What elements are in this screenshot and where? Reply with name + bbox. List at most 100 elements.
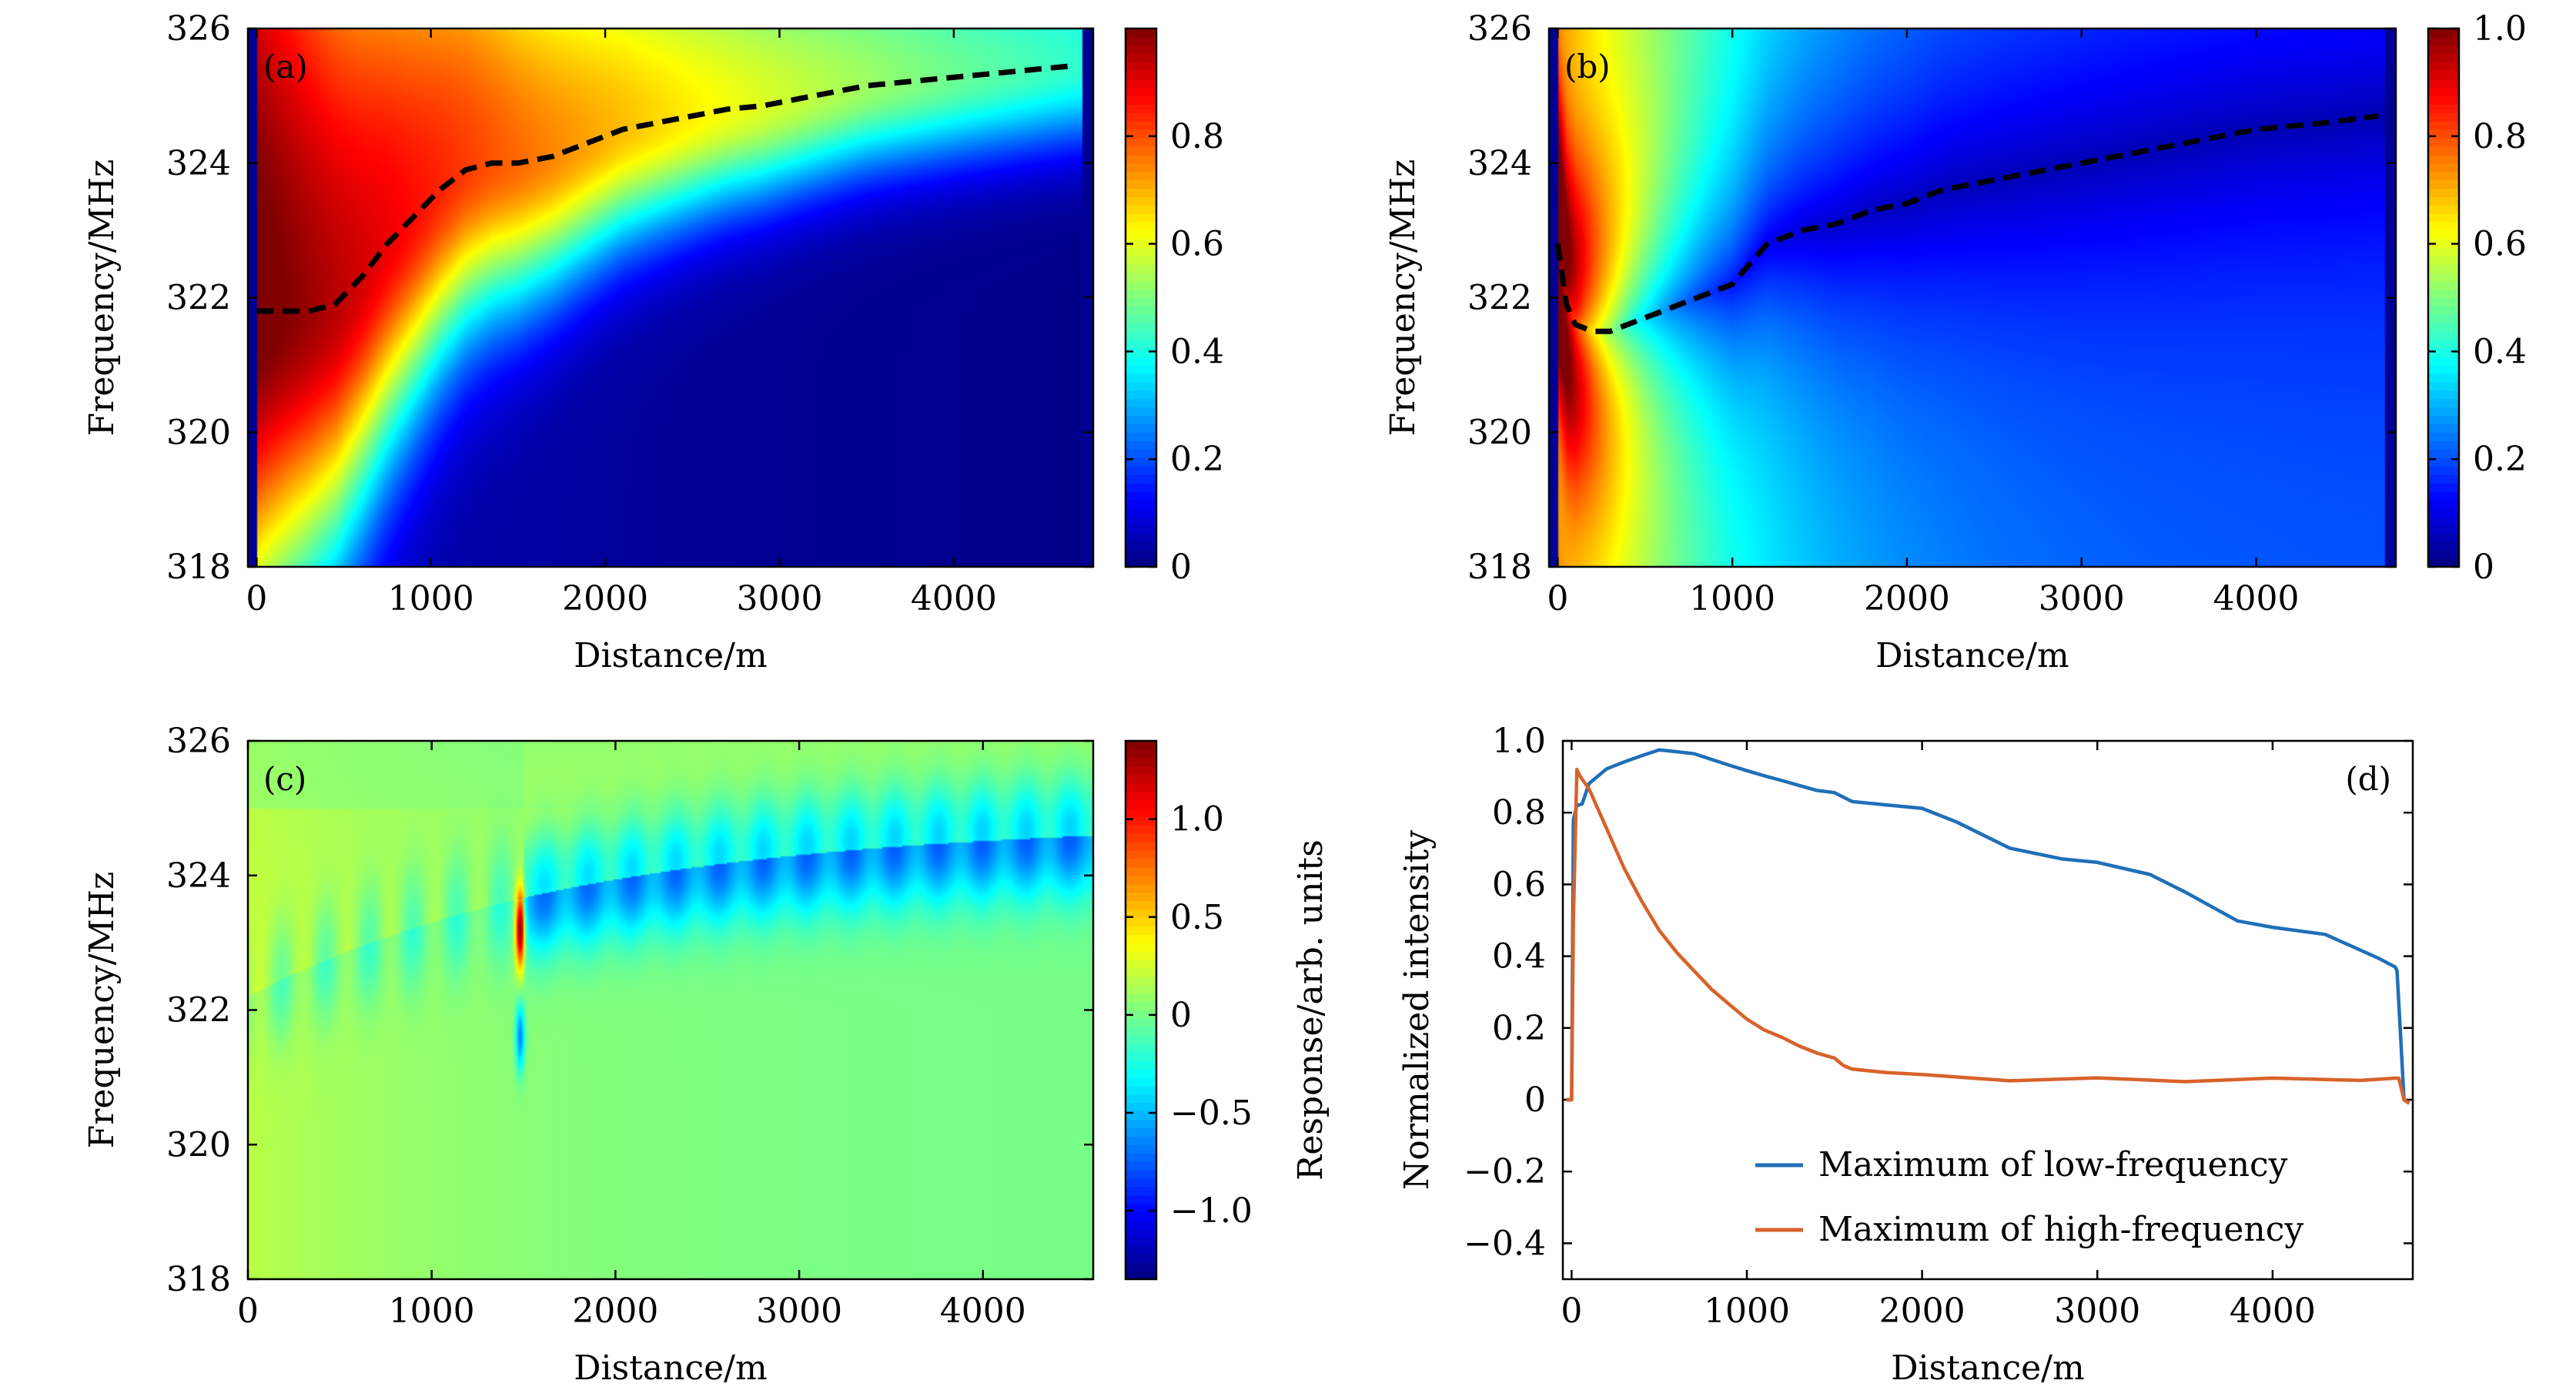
colorbar-segment <box>1126 1010 1156 1020</box>
colorbar-segment <box>1126 45 1156 55</box>
y-tick-label: 318 <box>1467 548 1532 587</box>
colorbar-segment <box>1126 491 1156 501</box>
colorbar-segment <box>1126 323 1156 332</box>
panel-a: 0 1000 2000 3000 4000 318 320 322 324 326 Distance… <box>82 9 1224 675</box>
x-tick-label: 4000 <box>2230 1292 2316 1331</box>
colorbar-segment <box>2428 432 2459 441</box>
colorbar-segment <box>2428 255 2459 265</box>
colorbar-segment <box>2428 457 2459 467</box>
colorbar-tick-label: 0.4 <box>2473 332 2527 371</box>
colorbar-segment <box>1126 951 1156 960</box>
colorbar-segment <box>1126 213 1156 223</box>
colorbar-segment <box>2428 222 2459 231</box>
colorbar-segment <box>1126 28 1156 38</box>
colorbar-segment <box>2428 558 2459 568</box>
colorbar-segment <box>2428 70 2459 80</box>
colorbar-segment <box>1126 129 1156 139</box>
colorbar-tick-label: 1.0 <box>2473 9 2527 49</box>
colorbar-segment <box>2428 449 2459 458</box>
colorbar-segment <box>1126 808 1156 817</box>
y-tick-label: −0.4 <box>1464 1224 1546 1263</box>
legend-entry: Maximum of high-frequency <box>1818 1210 2303 1249</box>
x-tick-label: 4000 <box>911 579 997 618</box>
colorbar-segment <box>1126 976 1156 986</box>
colorbar-segment <box>2428 205 2459 214</box>
colorbar-segment <box>1126 398 1156 408</box>
x-tick-label: 2000 <box>562 579 648 618</box>
x-tick-label: 0 <box>237 1292 259 1331</box>
y-axis-label: Frequency/MHz <box>82 872 122 1148</box>
x-tick-label: 3000 <box>2039 579 2125 618</box>
colorbar-segment <box>2428 474 2459 484</box>
colorbar-segment <box>1126 1035 1156 1044</box>
x-tick-label: 3000 <box>756 1292 842 1331</box>
colorbar-frame <box>1124 739 1158 1281</box>
colorbar-frame <box>1124 27 1158 568</box>
colorbar-segment <box>1126 364 1156 374</box>
colorbar-segment <box>1126 272 1156 282</box>
colorbar-tick-label: −1.0 <box>1170 1191 1253 1231</box>
colorbar-segment <box>2428 121 2459 130</box>
colorbar-segment <box>2428 146 2459 156</box>
colorbar-segment <box>1126 1211 1156 1221</box>
colorbar-segment <box>2428 491 2459 501</box>
colorbar-segment <box>1126 842 1156 851</box>
panel-label: (b) <box>1564 48 1611 85</box>
colorbar-segment <box>1126 533 1156 542</box>
y-axis-label: Frequency/MHz <box>1383 159 1423 436</box>
colorbar-segment <box>1126 373 1156 383</box>
panel-d: 0 1000 2000 3000 4000 −0.4 −0.2 0 0.2 0.4 0.6 0.8 1.… <box>1397 722 2414 1387</box>
colorbar-segment <box>2428 348 2459 357</box>
x-tick-label: 1000 <box>1704 1292 1790 1331</box>
colorbar-segment <box>1126 1153 1156 1162</box>
y-tick-label: 318 <box>166 548 231 587</box>
colorbar-segment <box>2428 36 2459 46</box>
colorbar-segment <box>2428 45 2459 55</box>
colorbar-tick-label: 0.8 <box>1170 117 1224 156</box>
colorbar-segment <box>1126 833 1156 843</box>
colorbar-segment <box>1126 53 1156 63</box>
colorbar-tick-label: 0 <box>1170 996 1192 1035</box>
colorbar-segment <box>1126 799 1156 809</box>
y-tick-label: 0.2 <box>1492 1009 1546 1048</box>
colorbar-tick-label: 0 <box>2473 548 2494 587</box>
colorbar-segment <box>1126 104 1156 113</box>
peak-trace-line <box>256 62 1076 314</box>
colorbar-segment <box>2428 323 2459 332</box>
legend-entry: Maximum of low-frequency <box>1818 1145 2288 1184</box>
panel-label: (a) <box>263 48 308 85</box>
colorbar-segment <box>1126 79 1156 89</box>
colorbar-segment <box>1126 558 1156 568</box>
colorbar-segment <box>1126 766 1156 776</box>
colorbar-tick-label: 0.4 <box>1170 332 1224 371</box>
colorbar-segment <box>1126 205 1156 214</box>
colorbar-segment <box>1126 892 1156 902</box>
colorbar-segment <box>1126 909 1156 918</box>
colorbar-segment <box>1126 1228 1156 1238</box>
colorbar-segment <box>1126 196 1156 206</box>
colorbar-tick-label: 0.6 <box>2473 225 2527 264</box>
colorbar-segment <box>1126 457 1156 467</box>
colorbar-segment <box>2428 239 2459 248</box>
colorbar-segment <box>2428 331 2459 340</box>
colorbar-segment <box>1126 1068 1156 1078</box>
x-axis-label: Distance/m <box>574 1348 767 1387</box>
colorbar-segment <box>1126 424 1156 433</box>
colorbar-segment <box>1126 314 1156 323</box>
y-tick-label: 324 <box>166 144 231 183</box>
colorbar-segment <box>1126 415 1156 424</box>
colorbar-segment <box>1126 1060 1156 1070</box>
colorbar-segment <box>1126 858 1156 868</box>
x-axis-label: Distance/m <box>1875 636 2069 675</box>
colorbar-segment <box>1126 875 1156 885</box>
colorbar-tick-label: 0 <box>1170 548 1192 587</box>
x-tick-label: 1000 <box>389 1292 475 1331</box>
colorbar-segment <box>1126 171 1156 181</box>
x-tick-label: 4000 <box>940 1292 1026 1331</box>
panel-c: 0 1000 2000 3000 4000 318 320 322 324 326 Distance… <box>82 722 1330 1387</box>
y-tick-label: 326 <box>1467 9 1532 49</box>
colorbar-segment <box>2428 499 2459 509</box>
y-tick-label: 318 <box>166 1260 231 1299</box>
colorbar-segment <box>2428 87 2459 96</box>
